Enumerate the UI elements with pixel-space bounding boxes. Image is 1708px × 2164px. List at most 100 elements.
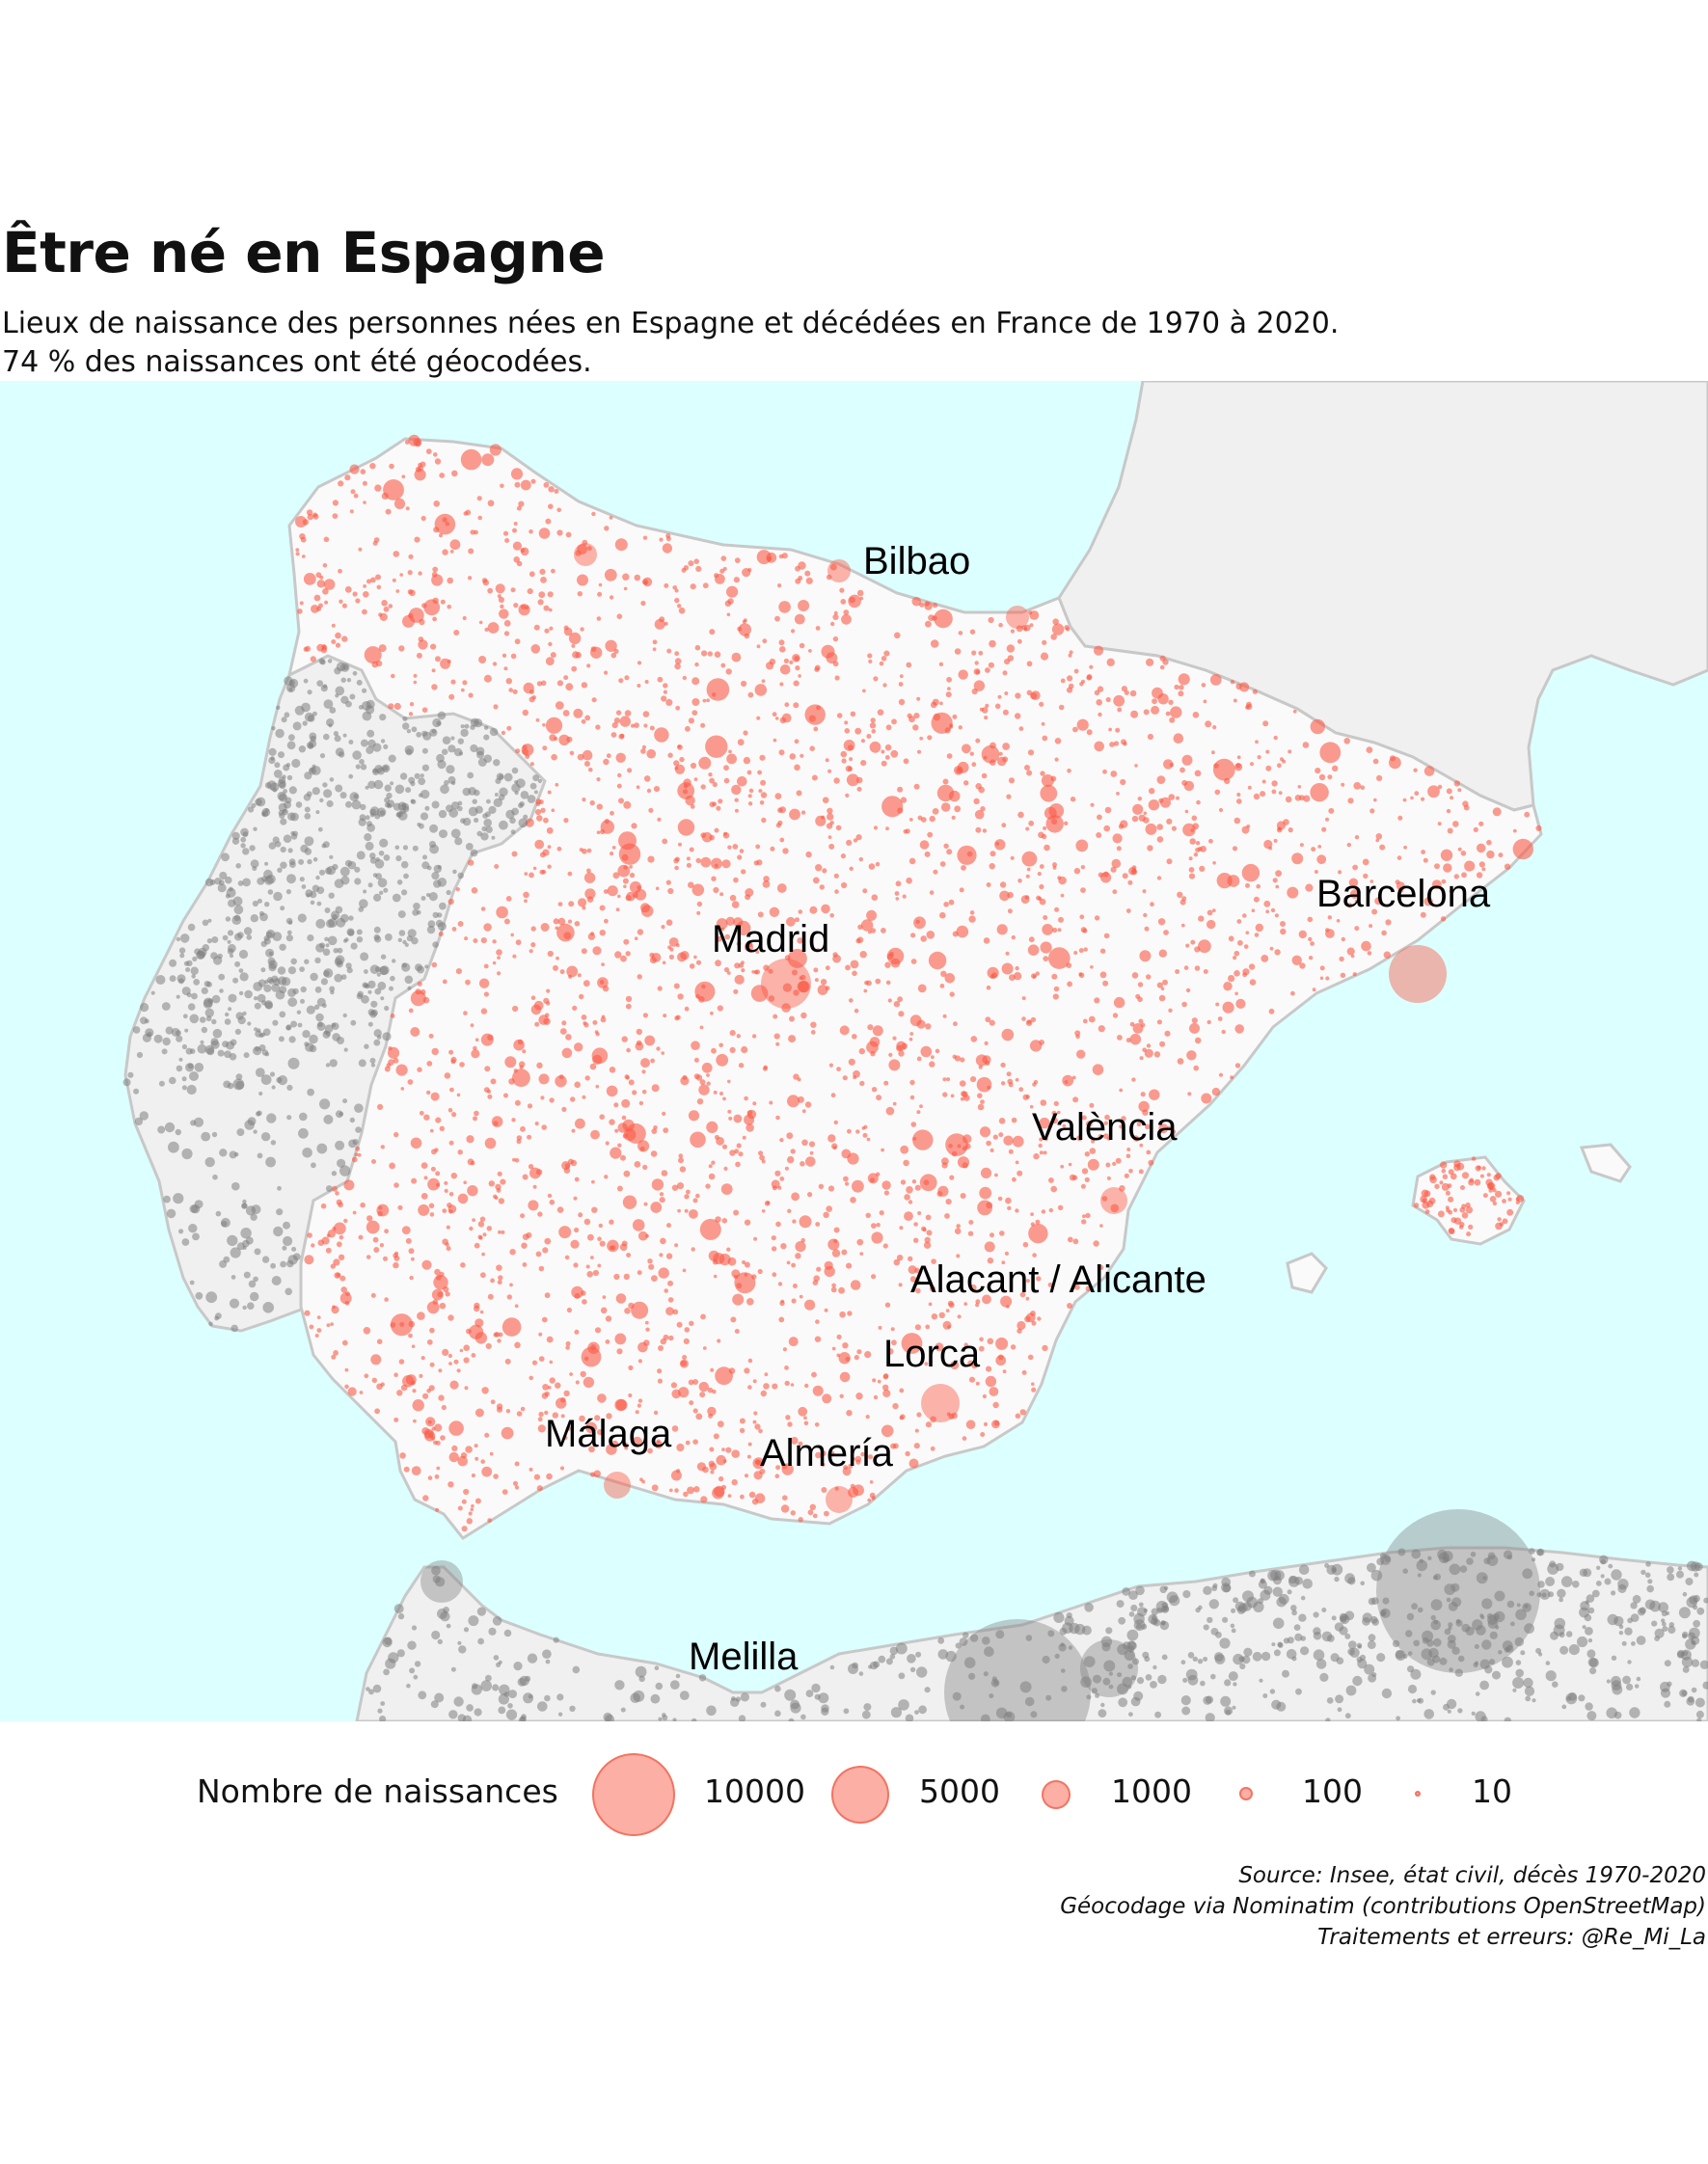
birth-point xyxy=(617,1123,628,1133)
birth-point xyxy=(574,921,581,927)
birth-point xyxy=(589,1063,597,1070)
birth-point xyxy=(1397,815,1403,821)
birth-point xyxy=(752,1379,757,1384)
birth-point xyxy=(511,767,519,774)
birth-point xyxy=(899,674,904,679)
birth-point xyxy=(872,1025,883,1037)
birth-point xyxy=(1622,1675,1631,1685)
birth-point xyxy=(982,1637,990,1645)
birth-point xyxy=(437,1638,443,1645)
birth-point xyxy=(650,1150,658,1157)
birth-point xyxy=(615,1293,627,1304)
birth-point xyxy=(920,1045,933,1058)
birth-point xyxy=(1272,1586,1284,1597)
birth-point xyxy=(466,1704,474,1712)
birth-point xyxy=(1029,1104,1034,1109)
birth-point xyxy=(1052,618,1059,625)
birth-point xyxy=(808,715,816,722)
birth-point xyxy=(800,753,804,758)
birth-point xyxy=(622,573,630,581)
birth-point xyxy=(1686,1696,1695,1706)
birth-point xyxy=(713,1090,718,1095)
birth-point xyxy=(380,1145,385,1150)
birth-point xyxy=(1481,1166,1486,1171)
birth-point xyxy=(1221,1029,1226,1035)
birth-point xyxy=(775,1221,781,1228)
birth-point xyxy=(635,1410,639,1415)
birth-point xyxy=(957,1144,962,1149)
birth-point xyxy=(1587,1657,1598,1667)
birth-point xyxy=(793,1073,800,1080)
birth-point xyxy=(1054,1653,1060,1659)
birth-point xyxy=(1109,742,1115,747)
birth-point xyxy=(523,682,534,694)
birth-point xyxy=(224,1018,231,1025)
birth-point xyxy=(1561,1704,1567,1710)
birth-point xyxy=(819,884,825,890)
birth-point xyxy=(885,724,892,731)
birth-point xyxy=(625,1075,630,1080)
birth-point xyxy=(411,1177,418,1184)
birth-point xyxy=(1025,1019,1033,1026)
birth-point xyxy=(908,1458,919,1469)
birth-point xyxy=(1230,1623,1235,1629)
birth-point xyxy=(584,715,591,721)
birth-point xyxy=(634,722,639,728)
birth-point xyxy=(667,752,673,758)
birth-point xyxy=(362,688,367,693)
birth-point xyxy=(344,937,349,942)
birth-point xyxy=(1015,692,1021,699)
birth-point xyxy=(1293,1624,1301,1631)
birth-point xyxy=(1054,757,1059,762)
birth-point xyxy=(830,621,835,627)
birth-point xyxy=(808,1141,816,1148)
birth-point xyxy=(1021,996,1026,1001)
birth-point xyxy=(929,815,935,823)
birth-point xyxy=(835,825,842,831)
birth-point xyxy=(931,1313,938,1320)
birth-point xyxy=(287,848,293,853)
birth-point xyxy=(1236,919,1242,924)
birth-point xyxy=(270,1140,277,1146)
birth-point xyxy=(1370,1569,1383,1582)
birth-point xyxy=(1212,861,1216,865)
birth-point xyxy=(373,1247,380,1253)
birth-point xyxy=(630,723,636,728)
birth-point xyxy=(1021,851,1038,867)
birth-point xyxy=(670,1382,678,1389)
birth-point xyxy=(307,934,314,942)
birth-point xyxy=(736,1283,743,1289)
birth-point xyxy=(568,974,573,979)
birth-point xyxy=(1125,908,1131,913)
birth-point xyxy=(1143,811,1148,816)
birth-point xyxy=(341,603,347,609)
birth-point xyxy=(710,1367,715,1372)
birth-point xyxy=(713,886,719,894)
birth-point xyxy=(657,676,664,683)
birth-point xyxy=(886,947,905,965)
birth-point xyxy=(1524,1604,1529,1609)
birth-point xyxy=(604,1175,609,1179)
birth-point xyxy=(423,1176,428,1180)
birth-point xyxy=(812,1513,818,1519)
birth-point xyxy=(1129,1021,1135,1027)
birth-point xyxy=(734,557,741,563)
birth-point xyxy=(720,663,726,668)
birth-point xyxy=(1047,1282,1053,1287)
birth-point xyxy=(544,1391,550,1397)
birth-point xyxy=(217,1049,225,1057)
birth-point xyxy=(312,856,318,862)
birth-point xyxy=(1232,846,1238,852)
birth-point xyxy=(679,756,685,763)
birth-point xyxy=(499,820,508,830)
birth-point xyxy=(431,872,440,880)
birth-point xyxy=(229,954,234,959)
birth-point xyxy=(1354,926,1360,932)
birth-point xyxy=(300,536,307,543)
birth-point xyxy=(1444,1628,1451,1636)
birth-point xyxy=(391,673,395,679)
birth-point xyxy=(1085,1212,1091,1219)
birth-point xyxy=(832,613,839,620)
birth-point xyxy=(531,1360,538,1366)
birth-point xyxy=(1545,1670,1557,1682)
